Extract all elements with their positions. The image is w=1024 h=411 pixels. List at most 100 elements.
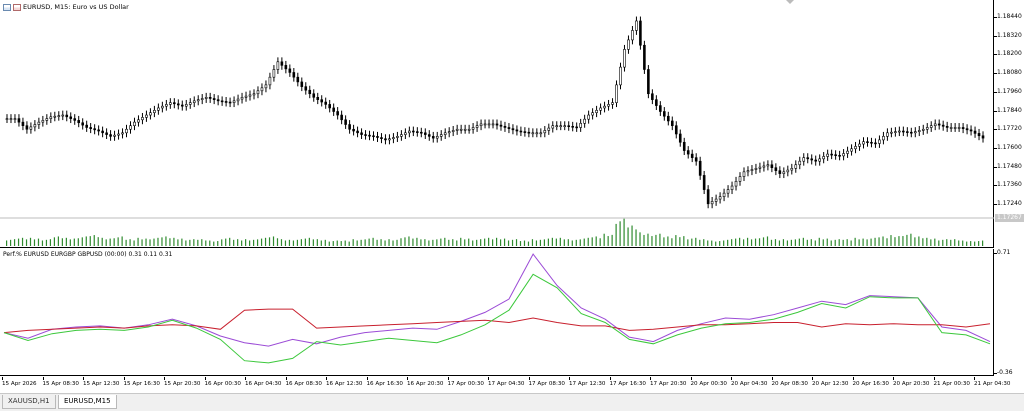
price-scale-tick — [994, 185, 997, 187]
volume-bar — [711, 240, 713, 246]
volume-bar — [850, 240, 852, 246]
candle-body — [117, 133, 120, 136]
volume-bar — [746, 237, 749, 246]
candle-body — [236, 98, 240, 102]
candle-body — [5, 118, 9, 120]
time-scale-label: 16 Apr 04:30 — [245, 381, 282, 387]
time-scale-label: 21 Apr 04:30 — [974, 381, 1011, 387]
volume-bar — [109, 238, 111, 246]
volume-bar — [894, 237, 896, 246]
volume-bar — [121, 236, 123, 246]
tab-xauusd-h1[interactable]: XAUUSD,H1 — [2, 395, 56, 409]
volume-bar — [468, 238, 470, 246]
time-scale[interactable]: 15 Apr 2026 15 Apr 08:30 15 Apr 12:30 15 Ap… — [0, 377, 1010, 392]
volume-bar — [818, 237, 820, 246]
price-chart-area[interactable] — [0, 0, 994, 248]
volume-bar — [906, 234, 908, 246]
time-scale-tick — [650, 377, 651, 380]
candle-body — [742, 171, 746, 177]
candle-body — [913, 131, 917, 134]
volume-bar — [416, 237, 418, 246]
volume-bar — [539, 239, 542, 246]
volume-bar — [480, 239, 482, 246]
volume-bar — [982, 240, 984, 246]
candle-body — [196, 99, 200, 102]
candle-body — [527, 131, 531, 134]
volume-bar — [113, 238, 115, 246]
time-scale-tick — [326, 377, 327, 380]
candle-body — [320, 99, 324, 103]
price-scale-label: 1.17720 — [997, 125, 1022, 133]
candle-body — [706, 189, 710, 205]
candle-body — [348, 124, 351, 130]
time-scale-tick — [609, 377, 611, 380]
candle-body — [109, 134, 112, 137]
volume-bar — [966, 241, 968, 246]
candle-body — [786, 169, 790, 173]
volume-bar — [272, 236, 275, 246]
volume-bar — [611, 234, 613, 246]
candle-body — [977, 133, 981, 137]
candle-body — [13, 118, 17, 120]
candle-body — [754, 168, 758, 170]
performance-indicator-svg — [3, 253, 991, 364]
price-scale-label: 1.17480 — [997, 162, 1022, 170]
candle-body — [587, 114, 590, 120]
time-scale-tick — [2, 377, 3, 380]
candle-body — [730, 185, 734, 190]
volume-bar — [723, 240, 725, 246]
candle-body — [447, 131, 451, 134]
volume-bar — [412, 238, 414, 246]
volume-bar — [890, 235, 892, 246]
volume-bar — [886, 238, 888, 246]
candle-body — [555, 125, 559, 127]
chart-grid-icon[interactable] — [3, 3, 11, 11]
candle-body — [686, 150, 690, 155]
candle-body — [511, 128, 515, 131]
candle-body — [595, 110, 598, 113]
indicator-scale[interactable]: 0.71 -0.36 — [994, 249, 1024, 376]
volume-bar — [830, 240, 832, 246]
candle-body — [515, 129, 519, 132]
tab-eurusd-m15[interactable]: EURUSD,M15 — [58, 395, 117, 409]
volume-bar — [460, 237, 462, 246]
volume-bar — [181, 238, 183, 246]
chart-shift-marker-icon[interactable] — [786, 0, 794, 4]
candle-body — [157, 107, 160, 111]
candle-body — [400, 134, 403, 137]
volume-bar — [962, 240, 964, 246]
performance-indicator-area[interactable] — [0, 249, 994, 376]
candle-body — [435, 136, 439, 139]
time-scale-label: 20 Apr 16:30 — [852, 381, 889, 387]
time-scale-tick — [771, 377, 773, 380]
time-scale-tick — [83, 377, 84, 380]
candle-body — [826, 153, 829, 157]
volume-bar — [452, 239, 454, 246]
volume-bar — [563, 239, 565, 246]
volume-bar — [735, 238, 737, 246]
candle-body — [260, 87, 264, 92]
volume-bar — [531, 239, 534, 246]
candle-body — [890, 131, 893, 134]
candle-body — [973, 130, 977, 134]
candle-body — [615, 84, 618, 103]
volume-bar — [615, 223, 617, 246]
candle-body — [607, 104, 610, 107]
volume-bar — [9, 239, 12, 246]
candle-body — [292, 72, 296, 78]
volume-bar — [742, 239, 745, 246]
candle-body — [531, 132, 535, 135]
price-scale[interactable]: 1.18440 1.18320 1.18200 1.18080 1.17960 1.178… — [994, 0, 1024, 248]
volume-bar — [503, 238, 506, 246]
candle-body — [933, 123, 937, 127]
candle-body — [627, 39, 630, 50]
candle-body — [240, 97, 244, 100]
chart-line-icon[interactable] — [13, 3, 21, 11]
volume-bar — [221, 239, 223, 246]
volume-bar — [958, 240, 960, 246]
candle-body — [822, 156, 825, 160]
candle-body — [228, 101, 232, 104]
time-scale-label: 16 Apr 16:30 — [366, 381, 403, 387]
volume-bar — [177, 239, 179, 246]
